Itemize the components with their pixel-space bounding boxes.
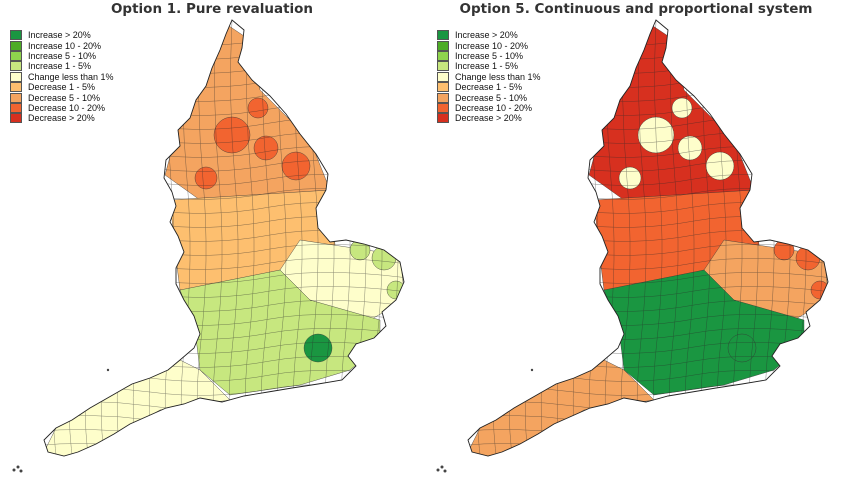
- legend-swatch: [10, 50, 22, 61]
- legend-label: Decrease 10 - 20%: [455, 102, 533, 113]
- legend-item: Decrease 1 - 5%: [10, 82, 114, 93]
- legend-item: Decrease 10 - 20%: [437, 102, 541, 113]
- legend-item: Decrease 1 - 5%: [437, 82, 541, 93]
- legend-label: Increase 5 - 10%: [28, 50, 97, 61]
- region-london: [303, 333, 333, 363]
- legend-swatch: [437, 40, 449, 51]
- legend-label: Decrease 1 - 5%: [28, 82, 96, 93]
- region-south-west: [468, 359, 655, 456]
- legend-swatch: [437, 92, 449, 103]
- legend-swatch: [437, 113, 449, 124]
- legend-item: Increase 1 - 5%: [10, 61, 114, 72]
- legend-item: Decrease 5 - 10%: [437, 92, 541, 103]
- england-outline: [467, 19, 829, 457]
- england-choropleth-map: [12, 19, 405, 473]
- region-north-hotspots: [194, 166, 218, 190]
- england-outline: [43, 19, 405, 457]
- legend-label: Increase > 20%: [455, 30, 518, 41]
- islet: [106, 368, 110, 372]
- legend-swatch: [10, 71, 22, 82]
- legend-swatch: [437, 102, 449, 113]
- region-south-east: [179, 269, 381, 396]
- legend-swatch: [437, 30, 449, 41]
- legend-swatch: [437, 82, 449, 93]
- legend-label: Increase 5 - 10%: [455, 50, 524, 61]
- legend-swatch: [10, 61, 22, 72]
- legend-label: Decrease > 20%: [455, 113, 522, 124]
- region-north-hotspots: [247, 97, 269, 119]
- legend-item: Increase 10 - 20%: [10, 40, 114, 51]
- legend-swatch: [10, 113, 22, 124]
- legend-swatch: [10, 82, 22, 93]
- legend-item: Increase 10 - 20%: [437, 40, 541, 51]
- legend-item: Increase 5 - 10%: [437, 50, 541, 61]
- legend-item: Increase 5 - 10%: [10, 50, 114, 61]
- legend-swatch: [10, 30, 22, 41]
- legend-item: Increase > 20%: [10, 30, 114, 41]
- legend-swatch: [437, 61, 449, 72]
- legend-label: Increase 1 - 5%: [28, 61, 92, 72]
- legend-label: Increase 1 - 5%: [455, 61, 519, 72]
- legend-swatch: [437, 71, 449, 82]
- region-london: [727, 333, 757, 363]
- map-panel-option1: Option 1. Pure revaluation Increase > 20…: [10, 1, 405, 473]
- region-north-hotspots: [618, 166, 642, 190]
- legend-swatch: [10, 40, 22, 51]
- legend-label: Decrease > 20%: [28, 113, 95, 124]
- legend-item: Change less than 1%: [437, 71, 541, 82]
- legend-label: Decrease 1 - 5%: [455, 82, 523, 93]
- legend-item: Decrease > 20%: [10, 113, 114, 124]
- region-north-hotspots: [677, 135, 703, 161]
- legend-item: Change less than 1%: [10, 71, 114, 82]
- map-legend: Increase > 20% Increase 10 - 20% Increase …: [10, 30, 114, 124]
- region-north-hotspots: [253, 135, 279, 161]
- legend-label: Increase 10 - 20%: [28, 40, 102, 51]
- region-north-hotspots: [671, 97, 693, 119]
- legend-swatch: [10, 102, 22, 113]
- legend-label: Decrease 10 - 20%: [28, 102, 106, 113]
- legend-item: Decrease 5 - 10%: [10, 92, 114, 103]
- map-title: Option 5. Continuous and proportional sy…: [459, 1, 813, 17]
- legend-item: Increase > 20%: [437, 30, 541, 41]
- england-choropleth-map: [436, 19, 829, 473]
- legend-item: Decrease > 20%: [437, 113, 541, 124]
- legend-swatch: [10, 92, 22, 103]
- legend-label: Decrease 5 - 10%: [455, 92, 528, 103]
- region-south-east: [603, 269, 805, 396]
- map-title: Option 1. Pure revaluation: [110, 1, 314, 17]
- legend-swatch: [437, 50, 449, 61]
- legend-item: Decrease 10 - 20%: [10, 102, 114, 113]
- isles-of-scilly: [436, 465, 447, 473]
- isles-of-scilly: [12, 465, 23, 473]
- map-panel-option5: Option 5. Continuous and proportional sy…: [424, 0, 848, 481]
- legend-label: Decrease 5 - 10%: [28, 92, 101, 103]
- legend-label: Change less than 1%: [455, 71, 541, 82]
- islet: [530, 368, 534, 372]
- legend-label: Increase > 20%: [28, 30, 91, 41]
- legend-item: Increase 1 - 5%: [437, 61, 541, 72]
- legend-label: Change less than 1%: [28, 71, 114, 82]
- region-south-west: [44, 359, 231, 456]
- map-legend: Increase > 20% Increase 10 - 20% Increase …: [437, 30, 541, 124]
- legend-label: Increase 10 - 20%: [455, 40, 529, 51]
